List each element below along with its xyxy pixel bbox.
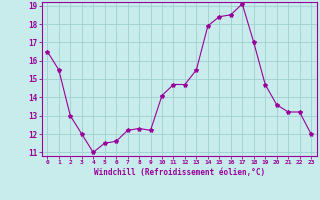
X-axis label: Windchill (Refroidissement éolien,°C): Windchill (Refroidissement éolien,°C) [94,168,265,177]
